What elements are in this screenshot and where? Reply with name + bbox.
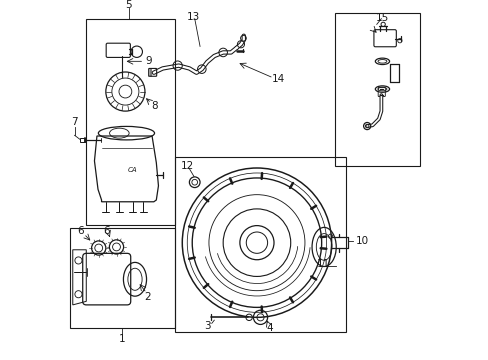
Text: 5: 5 — [125, 0, 132, 10]
Text: 2: 2 — [144, 292, 151, 302]
Text: 15: 15 — [375, 13, 388, 23]
Text: 9: 9 — [145, 56, 151, 66]
Text: 7: 7 — [71, 117, 78, 127]
Text: 13: 13 — [186, 12, 199, 22]
Text: CA: CA — [127, 167, 137, 173]
Text: 11: 11 — [317, 259, 330, 269]
Text: 6: 6 — [78, 226, 84, 236]
Text: 12: 12 — [181, 161, 194, 171]
Text: 14: 14 — [271, 74, 285, 84]
Text: 10: 10 — [355, 236, 368, 246]
Text: 4: 4 — [265, 323, 272, 333]
Text: 8: 8 — [151, 101, 158, 111]
Bar — [80, 138, 84, 143]
Text: 3: 3 — [203, 321, 210, 331]
Text: 6: 6 — [103, 226, 110, 236]
Text: 1: 1 — [118, 334, 125, 344]
